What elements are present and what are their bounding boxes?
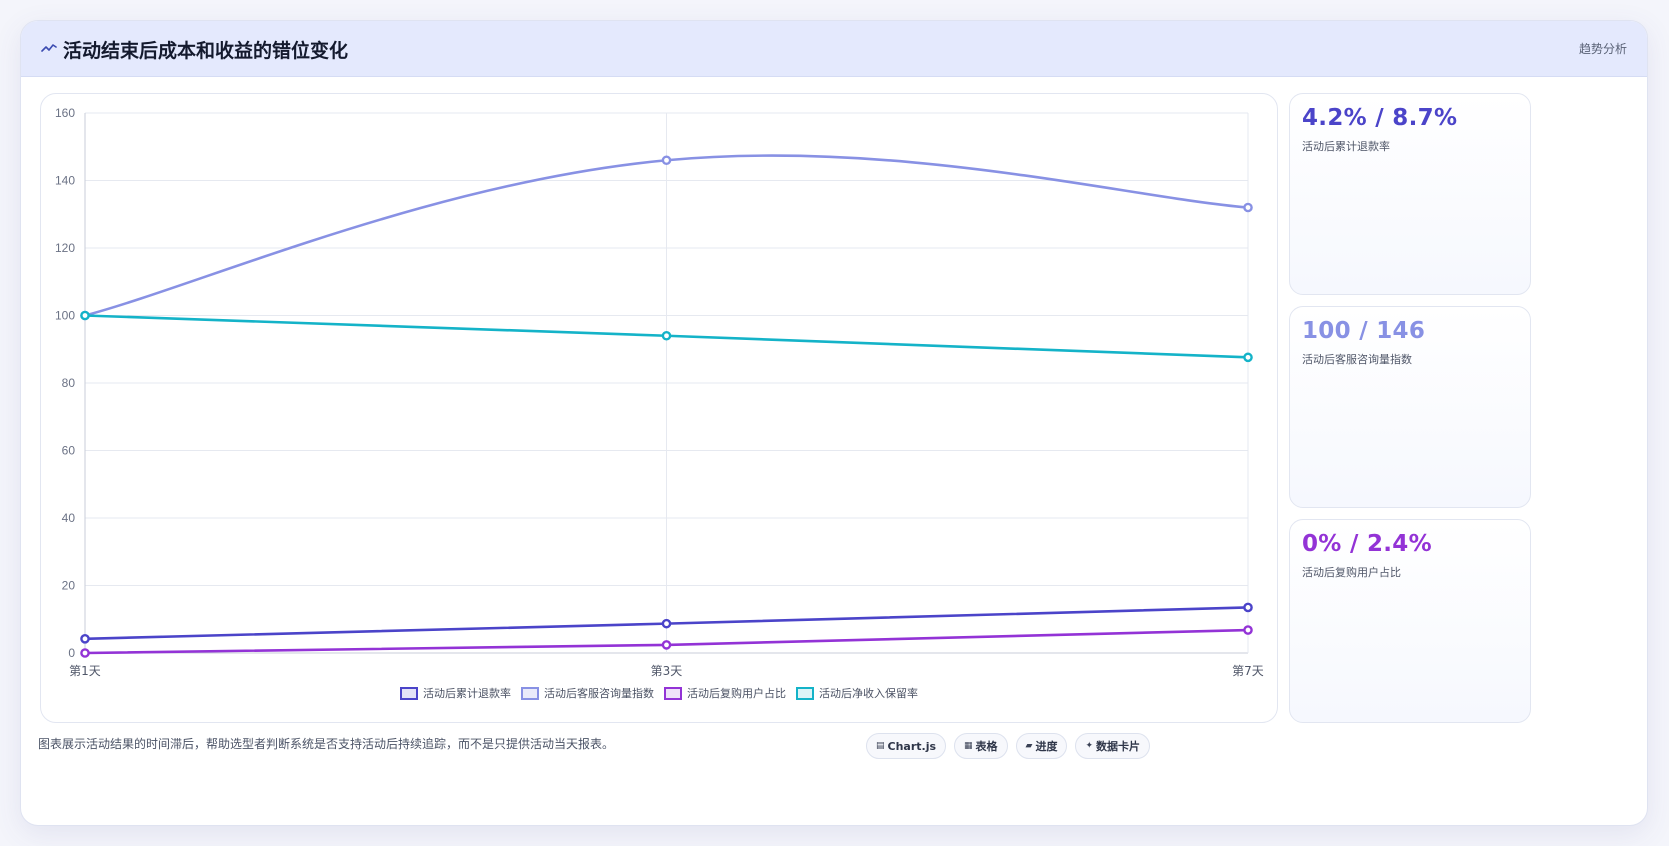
y-tick-label: 80 [62,376,76,390]
data-point-0 [1243,602,1253,613]
chart-icon: ▤ [876,741,885,751]
stat-label: 活动后累计退款率 [1302,140,1390,153]
y-tick-label: 120 [55,241,75,255]
legend-label-refund-rate: 活动后累计退款率 [423,687,511,700]
legend-label-net-retention: 活动后净收入保留率 [819,687,918,700]
y-tick-label: 60 [62,444,76,458]
table-icon: ▦ [964,741,973,751]
panel-header: 活动结束后成本和收益的错位变化 趋势分析 [21,21,1647,77]
y-tick-label: 40 [62,511,76,525]
trend-line-icon [41,44,57,52]
stat-card-service-index: 100 / 146 活动后客服咨询量指数 [1289,306,1531,508]
stat-label: 活动后复购用户占比 [1302,566,1401,579]
data-point-1 [1243,202,1253,213]
legend-swatch-repurchase-share [664,686,682,700]
data-point-2 [1243,625,1253,635]
legend-item-refund-rate[interactable]: 活动后累计退款率 [400,685,511,701]
y-tick-label: 140 [55,174,75,188]
data-point-2 [80,648,90,658]
sparkle-icon: ✦ [1085,741,1094,751]
chart-description: 图表展示活动结果的时间滞后，帮助选型者判断系统是否支持活动后持续追踪，而不是只提… [38,737,615,751]
stat-label: 活动后客服咨询量指数 [1302,353,1412,366]
progress-icon: ▰ [1025,741,1033,751]
line-chart: 0 20 40 60 80 100 120 140 160 第1天 第3天 第7天 [55,106,1264,678]
data-point-2 [661,640,672,650]
data-point-0 [661,618,672,629]
data-point-3 [661,330,672,341]
tag-label: 表格 [975,740,998,753]
legend-label-service-index: 活动后客服咨询量指数 [544,687,654,700]
tag-label: 进度 [1035,740,1058,753]
legend-label-repurchase-share: 活动后复购用户占比 [687,687,786,700]
legend-swatch-refund-rate [400,686,418,700]
data-point-3 [1243,352,1253,363]
data-point-3 [80,310,90,321]
x-tick-label: 第7天 [1232,664,1264,678]
tag-label: 数据卡片 [1096,740,1141,753]
tag-label: Chart.js [887,739,937,753]
trend-analysis-tag: 趋势分析 [1578,42,1627,56]
stat-value: 100 / 146 [1302,318,1426,344]
feature-tags: ▤ Chart.js ▦ 表格 ▰ 进度 ✦ 数据卡片 [866,733,1151,759]
data-point-0 [80,634,90,644]
legend-item-service-index[interactable]: 活动后客服咨询量指数 [521,685,654,701]
stat-card-refund-rate: 4.2% / 8.7% 活动后累计退款率 [1289,93,1531,295]
stat-value: 0% / 2.4% [1302,531,1432,557]
legend-item-net-retention[interactable]: 活动后净收入保留率 [796,685,918,701]
tag-chartjs[interactable]: ▤ Chart.js [866,733,947,759]
y-tick-label: 100 [55,309,75,323]
y-tick-label: 160 [55,106,75,120]
tag-progress[interactable]: ▰ 进度 [1015,733,1068,759]
chart-panel: 活动结束后成本和收益的错位变化 趋势分析 0 20 40 60 80 100 120 140 1… [20,20,1648,826]
stat-card-repurchase-share: 0% / 2.4% 活动后复购用户占比 [1289,519,1531,723]
legend-item-repurchase-share[interactable]: 活动后复购用户占比 [664,685,786,701]
legend-swatch-net-retention [796,686,814,700]
data-point-1 [661,155,672,166]
tag-data-card[interactable]: ✦ 数据卡片 [1075,733,1151,759]
line-chart-card: 0 20 40 60 80 100 120 140 160 第1天 第3天 第7天 活动后累计退款率 … [40,93,1278,723]
x-tick-label: 第3天 [651,664,683,678]
chart-legend: 活动后累计退款率 活动后客服咨询量指数 活动后复购用户占比 活动后净收入保留率 [41,683,1277,703]
x-tick-label: 第1天 [69,664,101,678]
y-tick-label: 20 [62,579,76,593]
y-tick-label: 0 [68,646,75,660]
stat-value: 4.2% / 8.7% [1302,105,1458,131]
page-title: 活动结束后成本和收益的错位变化 [63,40,349,62]
legend-swatch-service-index [521,686,539,700]
tag-table[interactable]: ▦ 表格 [954,733,1008,759]
